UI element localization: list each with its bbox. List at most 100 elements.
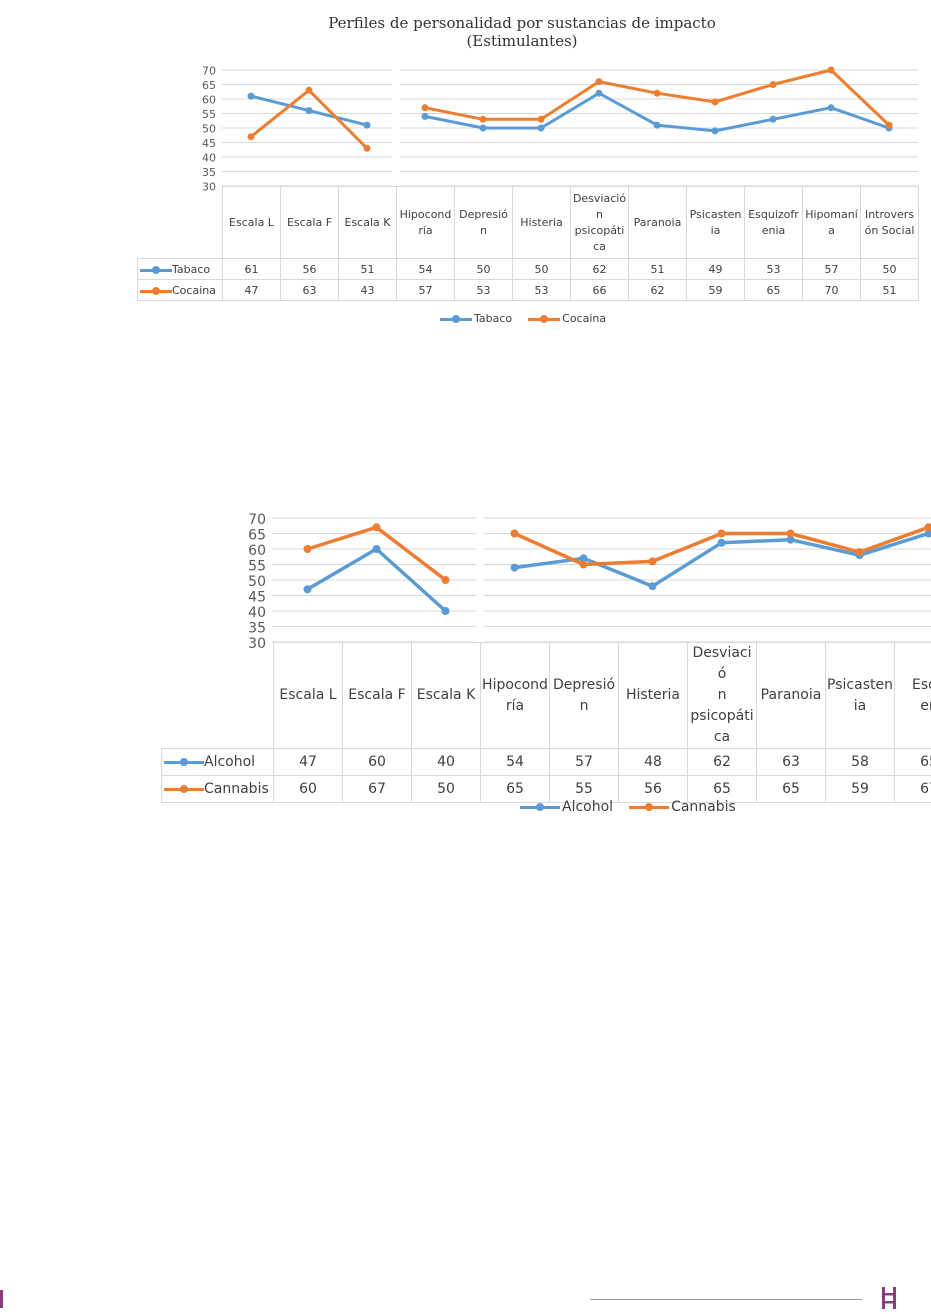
value-cell: 50 xyxy=(454,258,513,280)
series-name: Alcohol xyxy=(204,754,256,770)
category-label: Esquen xyxy=(894,642,931,749)
data-point-cannabis xyxy=(372,523,381,532)
data-point-cannabis xyxy=(648,557,657,566)
data-point-alcohol xyxy=(648,582,657,591)
data-point-tabaco xyxy=(421,112,429,120)
value-cell: 67 xyxy=(894,775,931,803)
value-cell: 57 xyxy=(549,748,619,776)
value-cell: 65 xyxy=(894,748,931,776)
data-point-alcohol xyxy=(372,545,381,553)
category-label: Escala F xyxy=(342,642,412,749)
value-cell: 48 xyxy=(618,748,688,776)
value-cell: 57 xyxy=(802,258,861,280)
data-point-tabaco xyxy=(363,121,371,129)
data-point-tabaco xyxy=(827,104,835,112)
legend-label: Cannabis xyxy=(671,799,736,815)
category-label: Histeria xyxy=(618,642,688,749)
data-point-tabaco xyxy=(653,121,661,129)
category-label: Paranoia xyxy=(756,642,826,749)
series-key-icon xyxy=(140,265,172,275)
legend-key-icon xyxy=(440,314,472,324)
value-cell: 63 xyxy=(756,748,826,776)
value-cell: 47 xyxy=(273,748,343,776)
y-tick-label: 70 xyxy=(202,65,216,78)
value-cell: 56 xyxy=(280,258,339,280)
footer-logo-icon xyxy=(882,1287,896,1309)
value-cell: 51 xyxy=(628,258,687,280)
data-point-cannabis xyxy=(303,545,312,553)
data-point-cocaina xyxy=(479,115,487,123)
data-point-tabaco xyxy=(247,92,255,100)
data-point-cannabis xyxy=(924,523,931,532)
value-cell: 49 xyxy=(686,258,745,280)
data-point-alcohol xyxy=(510,563,519,572)
chart1-data-table: Escala L Escala F Escala K Hipocond ría Depre… xyxy=(137,186,919,301)
chart1-title-line1: Perfiles de personalidad por sustancias … xyxy=(328,14,716,32)
y-tick-label: 65 xyxy=(248,528,266,544)
value-cell: 51 xyxy=(338,258,397,280)
data-point-cocaina xyxy=(653,89,661,97)
data-point-alcohol xyxy=(717,538,726,547)
data-point-alcohol xyxy=(924,529,931,538)
data-point-cocaina xyxy=(305,86,313,94)
data-point-tabaco xyxy=(769,115,777,123)
series-key-icon xyxy=(140,286,172,296)
chart1-title: Perfiles de personalidad por sustancias … xyxy=(222,14,822,50)
legend-label: Alcohol xyxy=(562,799,614,815)
series-line-cocaina xyxy=(424,68,891,127)
series-name: Cocaina xyxy=(172,283,216,297)
value-cell: 53 xyxy=(744,258,803,280)
data-point-tabaco xyxy=(595,89,603,97)
series-key-icon xyxy=(164,784,204,794)
legend-item-cocaina: Cocaina xyxy=(528,312,606,325)
series-line-cannabis xyxy=(306,525,447,582)
legend-label: Tabaco xyxy=(474,312,513,325)
data-point-alcohol xyxy=(303,585,312,594)
series-name: Tabaco xyxy=(172,262,211,276)
data-point-alcohol xyxy=(441,607,450,615)
category-label: Escala K xyxy=(338,186,397,259)
y-tick-label: 40 xyxy=(202,152,216,165)
data-point-alcohol xyxy=(786,535,795,544)
series-name-cell: Tabaco xyxy=(137,258,223,280)
series-name-cell: Cocaina xyxy=(137,279,223,301)
value-cell: 58 xyxy=(825,748,895,776)
category-label: Depresió n xyxy=(549,642,619,749)
value-cell: 60 xyxy=(342,748,412,776)
value-cell: 62 xyxy=(570,258,629,280)
legend-item-alcohol: Alcohol xyxy=(520,799,613,815)
data-point-cocaina xyxy=(827,66,835,74)
y-tick-label: 45 xyxy=(202,137,216,150)
data-point-tabaco xyxy=(711,127,719,135)
series-name: Cannabis xyxy=(204,781,269,797)
data-point-cannabis xyxy=(786,529,795,538)
chart1-title-line2: (Estimulantes) xyxy=(466,32,578,50)
category-label: Hipomaní a xyxy=(802,186,861,259)
data-point-cannabis xyxy=(717,529,726,538)
value-cell: 56 xyxy=(618,775,688,803)
legend-key-icon xyxy=(528,314,561,324)
value-cell: 43 xyxy=(338,279,397,301)
data-point-cocaina xyxy=(769,81,777,88)
data-point-tabaco xyxy=(537,124,545,132)
data-point-cocaina xyxy=(885,121,893,129)
y-tick-label: 65 xyxy=(202,79,216,92)
category-label: Hipocond ría xyxy=(480,642,550,749)
table-corner xyxy=(161,642,274,749)
y-tick-label: 50 xyxy=(202,123,216,136)
category-label: Psicasten ia xyxy=(686,186,745,259)
y-tick-label: 40 xyxy=(248,605,266,621)
data-point-cocaina xyxy=(595,78,603,86)
chart1-legend: Tabaco Cocaina xyxy=(440,312,606,325)
value-cell: 53 xyxy=(454,279,513,301)
value-cell: 62 xyxy=(628,279,687,301)
axis-break xyxy=(476,514,484,646)
category-label: Histeria xyxy=(512,186,571,259)
y-tick-label: 35 xyxy=(202,166,216,179)
data-point-cocaina xyxy=(421,104,429,112)
value-cell: 70 xyxy=(802,279,861,301)
y-tick-label: 50 xyxy=(248,574,266,590)
data-point-cannabis xyxy=(510,529,519,538)
